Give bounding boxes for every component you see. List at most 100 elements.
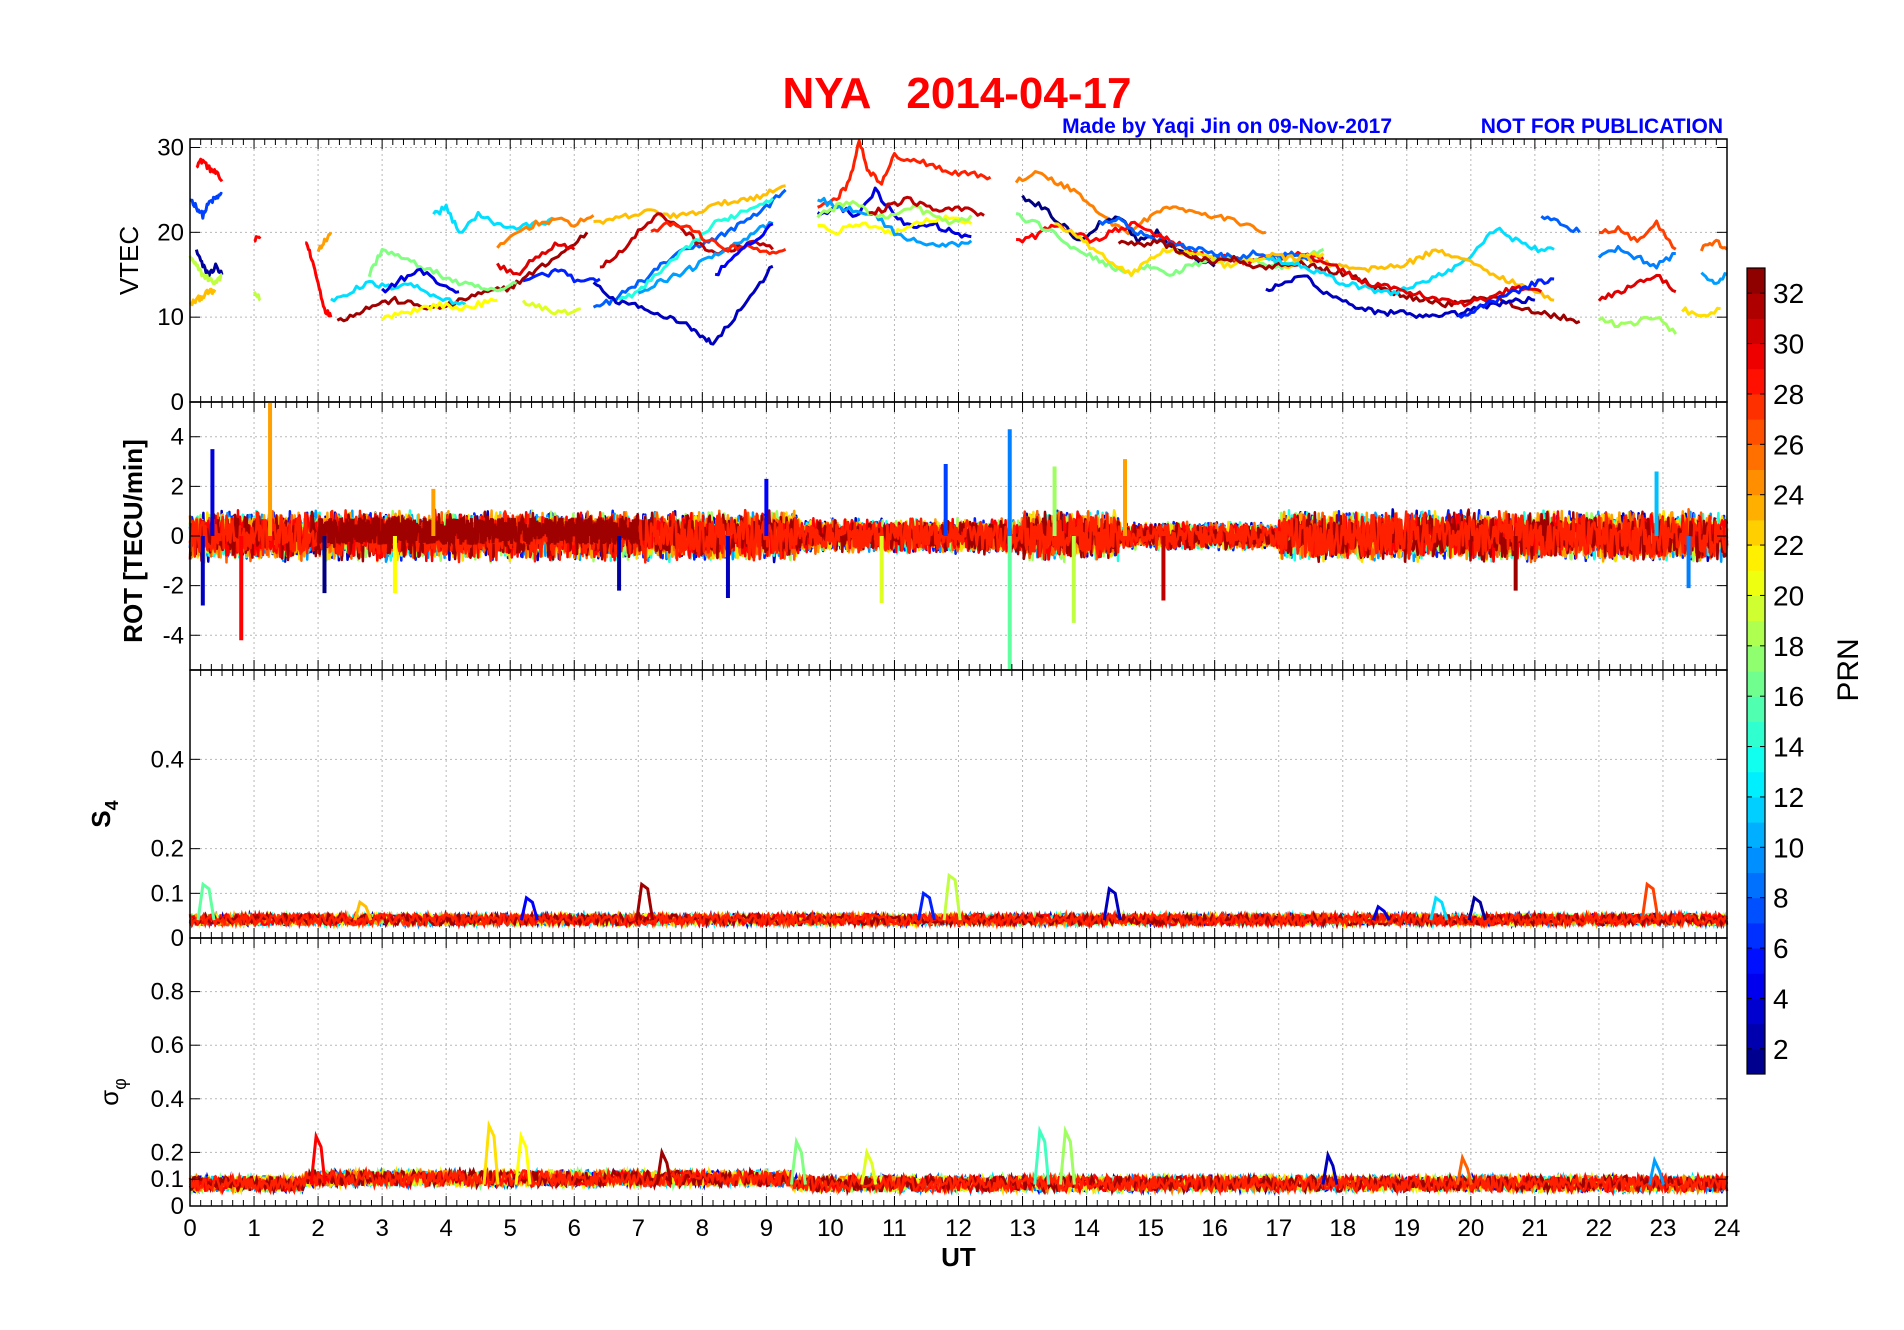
- colorbar-segment: [1747, 948, 1765, 974]
- vtec-prn-17-line: [1015, 212, 1325, 277]
- vtec-prn-6-line: [1457, 277, 1555, 319]
- colorbar-segment: [1747, 671, 1765, 697]
- s4-prn-28-line: [188, 909, 1728, 931]
- colorbar-tick-label: 12: [1773, 782, 1804, 813]
- y-tick-label: 0.2: [151, 836, 184, 863]
- vtec-prn-32-line: [336, 231, 589, 323]
- vtec-prn-12-line: [1265, 226, 1555, 297]
- colorbar-segment: [1747, 318, 1765, 345]
- colorbar-tick-label: 8: [1773, 883, 1789, 914]
- colorbar-segment: [1747, 469, 1765, 496]
- colorbar-tick-label: 4: [1773, 983, 1789, 1014]
- sigma-spike-prn-29: [309, 1130, 327, 1185]
- x-tick-label: 21: [1522, 1215, 1549, 1242]
- colorbar-tick-label: 6: [1773, 933, 1789, 964]
- vtec-prn-29-line: [195, 157, 224, 183]
- y-tick-label: 0.4: [151, 746, 184, 773]
- x-tick-label: 15: [1137, 1215, 1164, 1242]
- y-tick-label: 0.1: [151, 880, 184, 907]
- vtec-prn-29-line: [253, 235, 262, 243]
- sigma-phi-axis-label: σφ: [94, 1078, 130, 1106]
- sigma-spike-prn-17: [789, 1136, 807, 1185]
- y-tick-label: 0.8: [151, 979, 184, 1006]
- s4-spike-prn-3: [1102, 886, 1122, 921]
- y-axis-label: ROT [TECU/min]: [118, 439, 148, 643]
- colorbar-segment: [1747, 595, 1765, 622]
- y-axis-label: VTEC: [114, 226, 144, 295]
- sigma-spike-prn-26: [1455, 1152, 1473, 1185]
- s4-spike-prn-2: [1467, 895, 1487, 921]
- colorbar-tick-label: 2: [1773, 1034, 1789, 1065]
- vtec-prn-8-line: [1540, 215, 1581, 234]
- vtec-prn-10-line: [637, 220, 774, 295]
- notice-text: NOT FOR PUBLICATION: [1481, 115, 1723, 138]
- y-tick-label: -4: [163, 622, 184, 649]
- colorbar-segment: [1747, 822, 1765, 848]
- colorbar-segment: [1747, 721, 1765, 748]
- colorbar-segment: [1747, 1023, 1765, 1050]
- vtec-prn-2-line: [194, 249, 224, 278]
- colorbar-tick-label: 26: [1773, 429, 1804, 460]
- vtec-prn-7-line: [189, 191, 223, 220]
- colorbar-tick-label: 14: [1773, 732, 1804, 763]
- s4-spike-prn-32: [635, 881, 655, 921]
- x-tick-label: 0: [183, 1215, 196, 1242]
- s4-spike-prn-6: [917, 890, 936, 921]
- y-tick-label: 20: [157, 219, 184, 246]
- vtec-prn-12-line: [330, 279, 467, 306]
- axes-frame: [189, 937, 1728, 1207]
- vtec-prn-10-line: [1700, 271, 1728, 285]
- vtec-prn-30-line: [1597, 273, 1677, 302]
- colorbar-segment: [1747, 494, 1765, 521]
- s4-spike-prn-23: [353, 899, 373, 921]
- y-tick-label: 0.2: [151, 1139, 184, 1166]
- vtec-prn-28-line: [650, 220, 787, 256]
- colorbar-tick-label: 28: [1773, 379, 1804, 410]
- colorbar-segment: [1747, 343, 1765, 370]
- sigma-spike-prn-20: [860, 1147, 878, 1185]
- vtec-prn-5-line: [714, 222, 774, 277]
- vtec-prn-26-line: [1700, 238, 1728, 252]
- x-tick-label: 12: [945, 1215, 972, 1242]
- colorbar-tick-label: 24: [1773, 480, 1804, 511]
- vtec-prn-17-line: [367, 248, 517, 293]
- vtec-prn-25-line: [1014, 170, 1267, 236]
- rot-series-group: [188, 402, 1729, 670]
- colorbar-segment: [1747, 570, 1765, 596]
- y-tick-label: 2: [171, 473, 184, 500]
- colorbar-segment: [1747, 973, 1765, 999]
- x-tick-label: 1: [247, 1215, 260, 1242]
- colorbar-label: PRN: [1832, 638, 1865, 701]
- vtec-prn-6-line: [522, 268, 601, 284]
- colorbar-segment: [1747, 645, 1765, 672]
- vtec-prn-14-line: [618, 197, 774, 301]
- s4-series-group: [188, 872, 1729, 931]
- vtec-prn-22-line: [1681, 306, 1721, 318]
- figure-title: NYA 2014-04-17: [783, 69, 1132, 118]
- y-tick-label: 0.6: [151, 1032, 184, 1059]
- colorbar-tick-label: 16: [1773, 681, 1804, 712]
- colorbar-segment: [1747, 1048, 1765, 1075]
- colorbar-segment: [1747, 696, 1765, 722]
- y-tick-label: 0: [171, 523, 184, 550]
- colorbar-segment: [1747, 293, 1765, 319]
- y-tick-label: 0.1: [151, 1166, 184, 1193]
- x-tick-label: 18: [1329, 1215, 1356, 1242]
- colorbar-segment: [1747, 746, 1765, 773]
- s4-spike-prn-12: [1429, 895, 1449, 921]
- vtec-prn-30-line: [496, 241, 576, 276]
- rot-prn-32-band: [316, 513, 640, 548]
- y-tick-label: 10: [157, 304, 184, 331]
- colorbar-frame: [1746, 267, 1766, 1075]
- rot-panel: -4 -2 0 2 4 ROT [TECU/min]: [118, 401, 1729, 671]
- colorbar-tick-label: 10: [1773, 832, 1804, 863]
- colorbar-segment: [1747, 444, 1765, 470]
- colorbar-segment: [1747, 872, 1765, 899]
- s4-spike-prn-27: [1640, 881, 1660, 921]
- x-tick-label: 8: [696, 1215, 709, 1242]
- vtec-prn-19-line: [252, 290, 262, 302]
- x-axis-label: UT: [941, 1242, 976, 1272]
- rot-prn-28-line: [188, 508, 1729, 564]
